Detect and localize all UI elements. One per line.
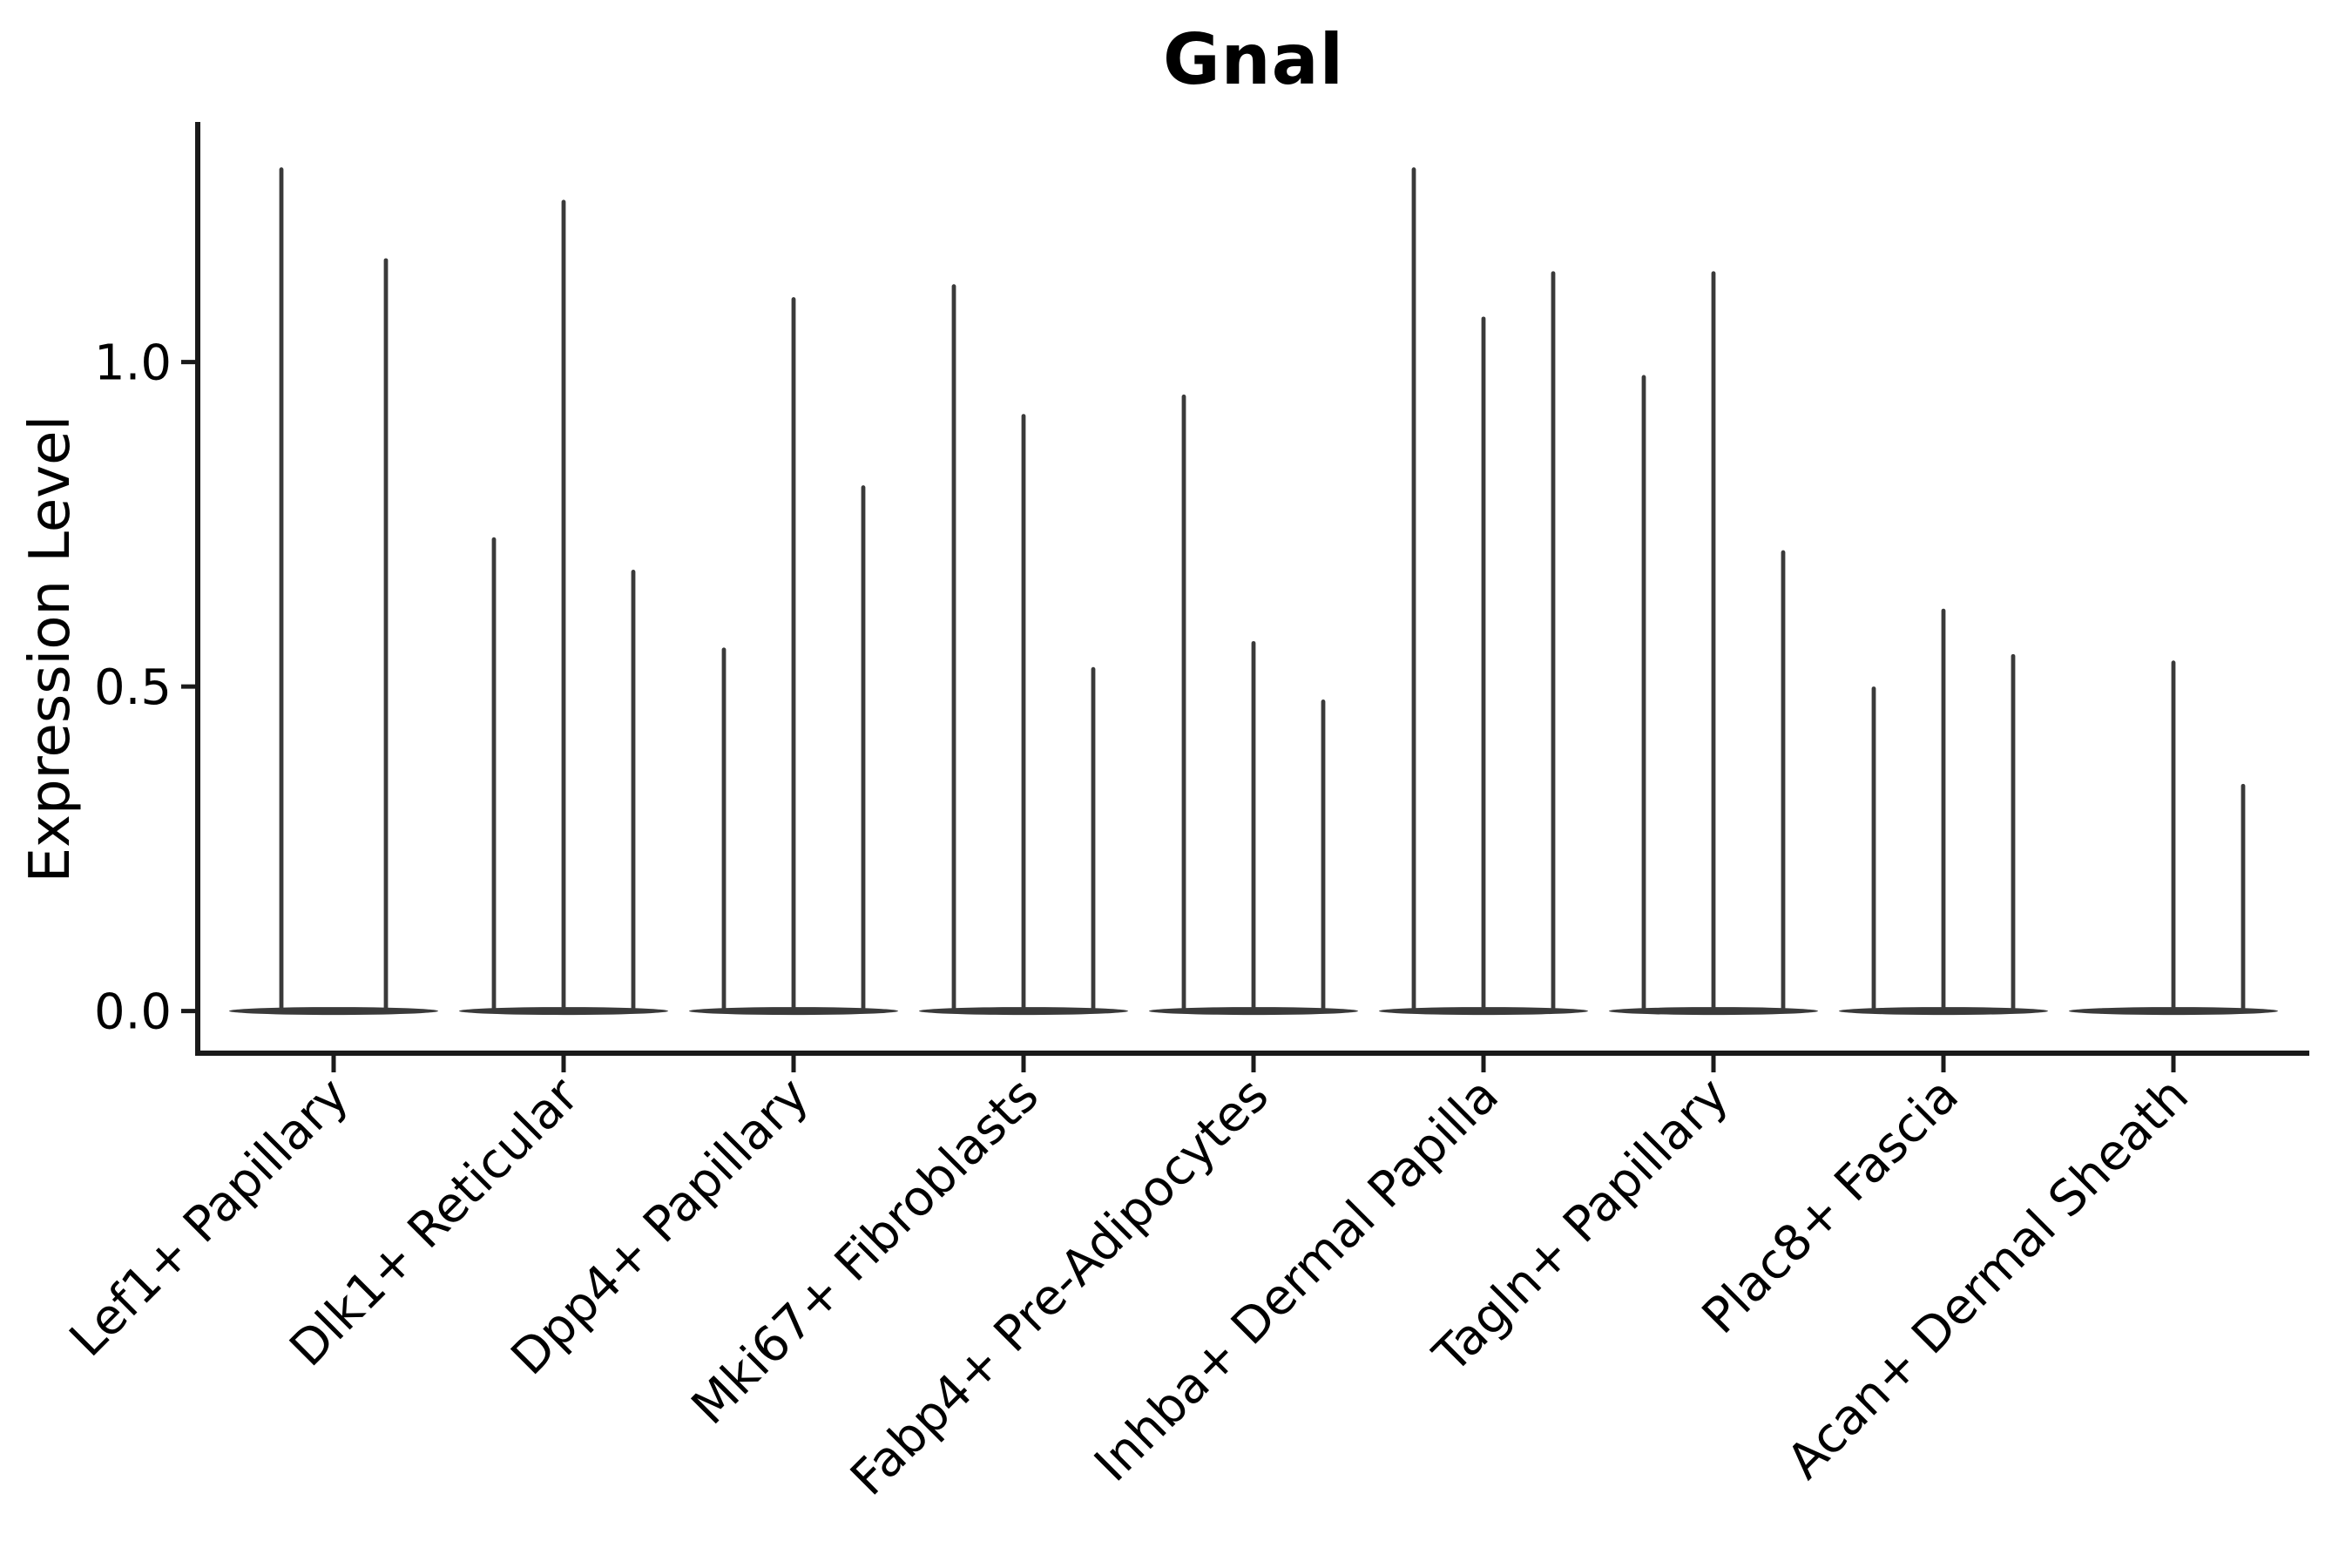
violin-spike: [1871, 686, 1876, 1014]
violin-spike: [1091, 666, 1096, 1014]
violin-spike: [383, 258, 389, 1014]
violin-spike: [2011, 653, 2016, 1014]
violin-spike: [1781, 550, 1786, 1014]
violin-spike: [631, 570, 636, 1014]
violin-spike: [1411, 167, 1416, 1014]
violin-spike: [2171, 660, 2176, 1014]
violin-spike: [951, 284, 956, 1014]
violin-spike: [1551, 271, 1556, 1014]
violin-spike: [279, 167, 284, 1014]
y-tick-label: 0.0: [94, 984, 172, 1041]
violin-spike: [1251, 640, 1256, 1014]
violin-spike: [1181, 394, 1186, 1014]
violin-spike: [721, 647, 727, 1014]
violin-spike: [1711, 271, 1716, 1014]
plot-title: Gnal: [1162, 19, 1345, 100]
violin-spike: [491, 537, 497, 1014]
violin-spike: [861, 485, 866, 1014]
violin-spike: [1641, 375, 1646, 1014]
violin-baseline: [229, 1007, 438, 1016]
y-tick-label: 0.5: [94, 659, 172, 716]
violin-spike: [1941, 608, 1946, 1014]
violin-spike: [1481, 316, 1486, 1014]
violin-spike: [2240, 783, 2246, 1014]
x-tick-label: Fabp4+ Pre-Adipocytes: [840, 1067, 1280, 1507]
violin-spike: [791, 297, 796, 1014]
x-tick-label: Inhba+ Dermal Papilla: [1084, 1067, 1510, 1493]
violin-spike: [561, 199, 566, 1014]
y-tick-label: 1.0: [94, 335, 172, 392]
x-tick-label: Acan+ Dermal Sheath: [1776, 1067, 2200, 1490]
violin-spike: [1021, 414, 1026, 1014]
violin-spike: [1321, 700, 1326, 1014]
